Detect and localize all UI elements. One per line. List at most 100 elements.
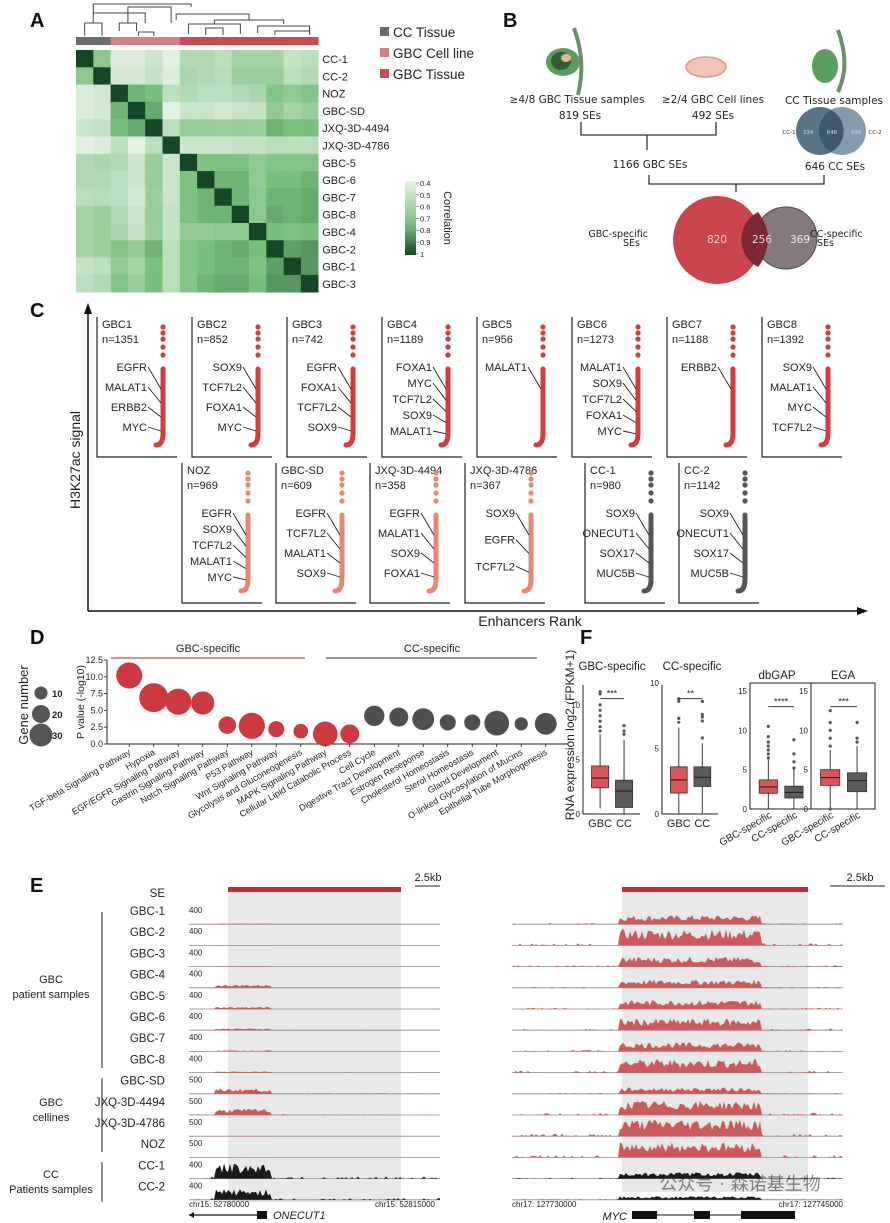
- right-locus-end: chr17: 127745000: [779, 1200, 844, 1209]
- dendrogram-branch: [213, 19, 285, 24]
- significance-stars: **: [687, 689, 695, 699]
- gene-pointer: [326, 572, 341, 578]
- enhancer-point: [528, 498, 534, 504]
- enhancer-curve: [641, 512, 654, 594]
- outlier-point: [828, 744, 832, 748]
- dendrogram-branch: [92, 3, 192, 13]
- heatmap-cell: [110, 223, 129, 241]
- track-scale: 400: [189, 1182, 203, 1191]
- heatmap-cell: [214, 84, 232, 103]
- heatmap-cell: [110, 136, 129, 155]
- heatmap-cell: [110, 171, 129, 189]
- enhancer-point: [648, 470, 654, 476]
- gene-pointer: [527, 366, 542, 390]
- heatmap-cell: [145, 257, 163, 276]
- panel-d-pathway-bubble-chart: 0.0 2.5 5.0 7.5 10.0 12.5P value (-log10) Gene…: [16, 643, 568, 821]
- heatmap-cell: [283, 188, 302, 206]
- heatmap-cell: [145, 153, 163, 172]
- enhancer-point: [433, 476, 439, 482]
- pathway-bubble: [139, 683, 169, 713]
- heatmap-cell: [76, 119, 94, 137]
- group-bar-segment: [162, 37, 181, 45]
- outlier-point: [766, 740, 770, 744]
- sample-plot-gbc6: GBC6 n=1273 MALAT1 SOX9 TCF7L2 FOXA1 MYC: [571, 317, 652, 458]
- heatmap-cell: [249, 67, 267, 85]
- gene-pointer: [420, 552, 435, 564]
- heatmap-cell: [76, 50, 94, 68]
- cell-culture-dish-icon: [685, 56, 727, 78]
- gene-label: MYC: [123, 422, 148, 434]
- enhancer-point: [160, 336, 166, 342]
- enhancer-point: [635, 324, 641, 330]
- gene-label: MALAT1: [284, 548, 326, 560]
- heatmap-cell: [179, 136, 198, 155]
- enhancer-point: [648, 476, 654, 482]
- panel-b-venn-workflow: ≥4/8 GBC Tissue samples 819 SEs ≥2/4 GBC…: [510, 27, 883, 284]
- enhancer-point: [445, 344, 451, 350]
- signal-right: [514, 929, 842, 946]
- heatmap-row-label: NOZ: [322, 89, 346, 101]
- gene-pointer: [242, 426, 257, 432]
- gene-label: MYC: [788, 402, 813, 414]
- legend-label: GBC Tissue: [393, 67, 465, 82]
- track-cc-2: CC-2 400: [138, 1182, 843, 1201]
- enhancer-point: [339, 490, 345, 496]
- cc-overlap-count: 646: [827, 130, 838, 136]
- enhancer-point: [350, 336, 356, 342]
- c-x-axis-label: Enhancers Rank: [478, 613, 583, 629]
- heatmap-cell: [197, 188, 215, 206]
- gene-label: TCF7L2: [297, 402, 337, 414]
- enhancer-point: [528, 470, 534, 476]
- gene-label: MALAT1: [390, 426, 432, 438]
- gene-pointer: [420, 572, 435, 578]
- heatmap-cell: [266, 136, 284, 155]
- outlier-point: [677, 720, 681, 724]
- pathway-bubble: [412, 708, 435, 731]
- track-gbc-5: GBC-5 400: [130, 991, 843, 1010]
- sample-count: n=1392: [767, 334, 804, 346]
- enhancer-point: [433, 498, 439, 504]
- enhancer-point: [350, 324, 356, 330]
- heatmap-row-label: GBC-1: [322, 262, 356, 274]
- outlier-point: [598, 714, 602, 718]
- heatmap-cell: [179, 84, 198, 103]
- heatmap-cell: [283, 84, 302, 103]
- f-y-tick: 10: [738, 726, 747, 735]
- heatmap-row-label: CC-2: [322, 71, 348, 83]
- track-name: CC-2: [138, 1182, 165, 1194]
- group-bar-segment: [145, 37, 163, 45]
- heatmap-cell: [283, 153, 302, 172]
- gene-pointer: [432, 366, 447, 390]
- signal-right: [514, 1172, 842, 1179]
- heatmap-cell: [93, 188, 111, 206]
- se-shaded-region-left: [228, 892, 401, 1202]
- heatmap-cell: [197, 257, 215, 276]
- outlier-point: [598, 708, 602, 712]
- heatmap-cell: [300, 274, 319, 293]
- enhancer-point: [339, 498, 345, 504]
- gene-label: EGFR: [389, 508, 420, 520]
- heatmap-cell: [145, 274, 163, 293]
- heatmap-row-label: GBC-6: [322, 175, 356, 187]
- gene-pointer: [232, 576, 247, 581]
- heatmap-cell: [110, 274, 129, 293]
- heatmap-cell: [162, 171, 181, 189]
- gene-pointer: [242, 386, 257, 404]
- gene-pointer: [635, 572, 650, 578]
- signal-left: [190, 923, 440, 925]
- sample-name: CC-2: [684, 465, 710, 477]
- heatmap-cell: [283, 240, 302, 258]
- heatmap-cell: [249, 50, 267, 68]
- group-bar-segment: [249, 37, 267, 45]
- gene-label: SOX9: [403, 410, 432, 422]
- cc-specific-label-1: CC-specific: [810, 229, 863, 240]
- track-name: GBC-6: [130, 1012, 165, 1024]
- enhancer-point: [350, 344, 356, 350]
- gene-pointer: [147, 406, 162, 418]
- strand-arrow-icon: [189, 1212, 194, 1218]
- heatmap-cell: [266, 84, 284, 103]
- boxplot-panel-cc-specific: CC-specific 0 5 10 GBC CC **: [650, 661, 722, 830]
- gbc-specific-group-label: GBC-specific: [176, 643, 241, 655]
- outlier-point: [598, 703, 602, 707]
- heatmap-cell: [76, 136, 94, 155]
